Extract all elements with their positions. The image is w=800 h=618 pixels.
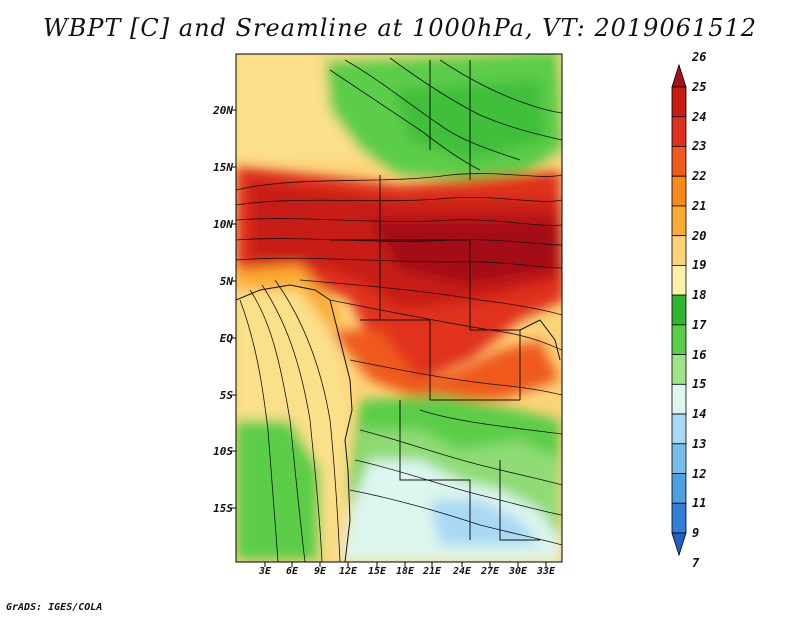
colorbar-swatch: [671, 443, 687, 474]
colorbar-swatch: [671, 324, 687, 356]
lon-label-27e: 27E: [480, 566, 500, 577]
colorbar-swatch: [671, 175, 687, 207]
lon-label-15e: 15E: [367, 566, 387, 577]
colorbar-label: 15: [692, 377, 707, 392]
colorbar-label: 14: [692, 407, 707, 422]
lon-label-33e: 33E: [536, 566, 556, 577]
lat-ticks: [231, 109, 236, 509]
colorbar-swatch: [671, 383, 687, 415]
colorbar-swatch: [671, 86, 687, 118]
colorbar-swatch: [671, 502, 687, 534]
colorbar-swatch: [671, 63, 687, 88]
colorbar-swatch: [671, 294, 687, 326]
colorbar-label: 17: [692, 317, 707, 332]
colorbar-label: 13: [692, 436, 707, 451]
lat-label-15n: 15N: [213, 161, 233, 174]
lat-label-15s: 15S: [213, 502, 233, 515]
colorbar-swatch: [671, 473, 687, 504]
lon-label-9e: 9E: [313, 566, 327, 577]
temperature-field: [236, 54, 562, 562]
colorbar-swatch: [671, 354, 687, 385]
lon-label-18e: 18E: [395, 566, 415, 577]
colorbar-label: 26: [692, 50, 707, 65]
lon-label-30e: 30E: [508, 566, 528, 577]
colorbar-label: 18: [692, 288, 707, 303]
colorbar-swatch: [671, 264, 687, 296]
chart-title: WBPT [C] and Sreamline at 1000hPa, VT: 2…: [42, 14, 758, 42]
lat-label-10n: 10N: [213, 218, 233, 231]
grads-credit: GrADS: IGES/COLA: [6, 602, 103, 613]
colorbar-label: 21: [692, 198, 707, 213]
map-frame: [235, 53, 563, 563]
lon-label-21e: 21E: [422, 566, 442, 577]
colorbar-swatch: [671, 532, 687, 557]
colorbar-label: 20: [692, 228, 707, 243]
colorbar-label: 12: [692, 466, 707, 481]
colorbar-swatch: [671, 235, 687, 266]
lat-label-5s: 5S: [219, 389, 233, 402]
colorbar-swatch: [671, 413, 687, 445]
colorbar-swatch: [671, 146, 687, 177]
lon-label-6e: 6E: [285, 566, 299, 577]
lat-label-10s: 10S: [213, 445, 233, 458]
coastlines: [236, 60, 561, 562]
colorbar-label: 25: [692, 80, 707, 94]
streamlines: [236, 57, 562, 562]
colorbar-swatch: [671, 116, 687, 147]
colorbar-label: 11: [692, 496, 707, 511]
lat-label-20n: 20N: [213, 104, 233, 117]
lon-label-3e: 3E: [258, 566, 272, 577]
lon-label-24e: 24E: [452, 566, 472, 577]
colorbar-label: 16: [692, 347, 707, 362]
colorbar-label: 19: [692, 258, 707, 273]
lon-label-12e: 12E: [338, 566, 358, 577]
colorbar-label: 9: [692, 526, 700, 540]
colorbar-label: 7: [692, 555, 700, 570]
colorbar: [671, 63, 687, 557]
lon-ticks: [264, 562, 547, 567]
colorbar-label: 24: [692, 109, 707, 124]
colorbar-swatch: [671, 205, 687, 237]
colorbar-label: 22: [692, 169, 707, 184]
lat-label-eq: EQ: [219, 332, 233, 345]
colorbar-label: 23: [692, 139, 707, 154]
lat-label-5n: 5N: [219, 275, 233, 288]
